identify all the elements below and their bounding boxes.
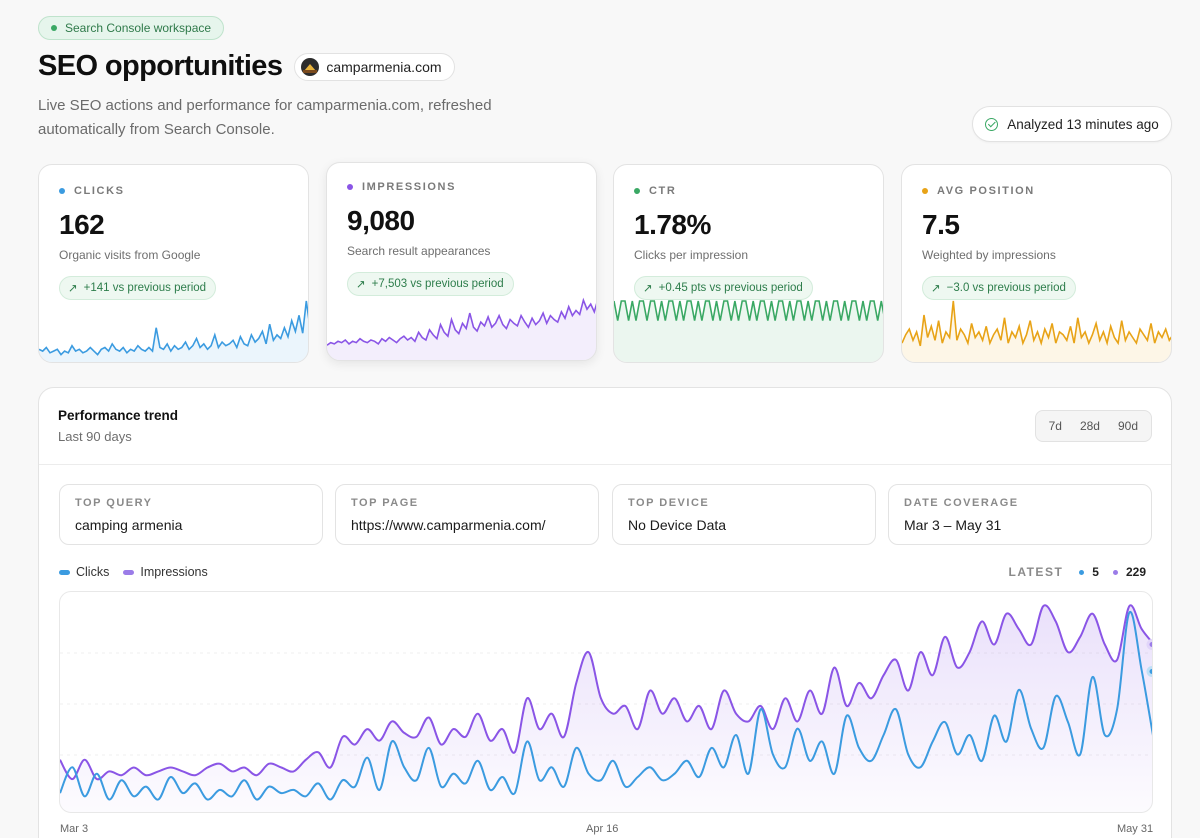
impressions-sparkline: [327, 297, 596, 360]
clicks-line: [60, 611, 1152, 801]
metric-card-avg-position[interactable]: AVG POSITION 7.5 Weighted by impressions…: [901, 164, 1172, 363]
trend-up-icon: ↗: [356, 279, 366, 291]
stat-top-device: TOP DEVICE No Device Data: [612, 484, 876, 545]
impressions-latest-point: [1146, 638, 1152, 650]
metric-description: Clicks per impression: [634, 248, 749, 262]
metric-delta: ↗ +141 vs previous period: [59, 276, 217, 300]
stat-value: Mar 3 – May 31: [904, 517, 1002, 533]
panel-subtitle: Last 90 days: [58, 429, 132, 444]
sparkline-line: [327, 297, 596, 346]
analyzed-label: Analyzed 13 minutes ago: [1007, 116, 1159, 132]
metric-label: CTR: [634, 185, 676, 197]
site-logo-icon: [301, 57, 320, 76]
clicks-latest-point: [1146, 665, 1152, 677]
metric-dot-icon: [59, 188, 65, 194]
latest-values: LATEST 5 229: [1009, 565, 1153, 579]
range-28d-button[interactable]: 28d: [1079, 419, 1100, 433]
stat-value: No Device Data: [628, 517, 727, 533]
metric-value: 9,080: [347, 205, 415, 236]
divider: [39, 464, 1171, 465]
metric-delta: ↗ +0.45 pts vs previous period: [634, 276, 813, 300]
performance-panel: Performance trend Last 90 days 7d 28d 90…: [38, 387, 1172, 838]
domain-chip[interactable]: camparmenia.com: [294, 52, 455, 81]
clicks-sparkline: [39, 300, 308, 362]
status-dot-icon: [51, 25, 57, 31]
check-circle-icon: [985, 117, 999, 131]
trend-up-icon: ↗: [643, 283, 653, 295]
legend-swatch-icon: [123, 569, 135, 575]
metric-label: IMPRESSIONS: [347, 181, 456, 193]
x-tick-end: May 31: [1117, 823, 1154, 835]
x-tick-mid: Apr 16: [586, 823, 619, 835]
metric-dot-icon: [634, 188, 640, 194]
stat-key: TOP PAGE: [351, 497, 419, 509]
stat-value: camping armenia: [75, 517, 183, 533]
metric-value: 1.78%: [634, 209, 711, 240]
sparkline-line: [614, 300, 883, 321]
stat-date-coverage: DATE COVERAGE Mar 3 – May 31: [888, 484, 1152, 545]
metric-delta: ↗ +7,503 vs previous period: [347, 272, 514, 296]
title-row: SEO opportunities camparmenia.com: [38, 50, 455, 83]
domain-label: camparmenia.com: [326, 58, 442, 75]
latest-clicks: 5: [1092, 565, 1099, 579]
stat-top-page: TOP PAGE https://www.camparmenia.com/: [335, 484, 599, 545]
metric-value: 162: [59, 209, 105, 240]
metric-delta: ↗ −3.0 vs previous period: [922, 276, 1076, 300]
page-title: SEO opportunities: [38, 50, 283, 82]
page-subtitle: Live SEO actions and performance for cam…: [38, 97, 492, 138]
sparkline-area: [902, 301, 1171, 362]
sparkline-area: [39, 301, 308, 362]
metric-value: 7.5: [922, 209, 960, 240]
metric-dot-icon: [922, 188, 928, 194]
x-tick-start: Mar 3: [60, 823, 89, 835]
range-90d-button[interactable]: 90d: [1117, 419, 1138, 433]
sparkline-area: [327, 300, 596, 360]
trend-chart[interactable]: [59, 591, 1153, 813]
stat-value: https://www.camparmenia.com/: [351, 517, 546, 533]
analyzed-status[interactable]: Analyzed 13 minutes ago: [972, 106, 1172, 142]
trend-up-icon: ↗: [931, 283, 941, 295]
metric-label: AVG POSITION: [922, 185, 1035, 197]
latest-impressions: 229: [1125, 565, 1146, 579]
chart-legend: Clicks Impressions: [59, 565, 208, 579]
latest-label: LATEST: [1008, 565, 1064, 579]
metric-dot-icon: [347, 184, 353, 190]
range-selector: 7d 28d 90d: [1034, 410, 1152, 442]
sparkline-area: [614, 301, 883, 362]
metric-label: CLICKS: [59, 185, 125, 197]
stat-key: TOP QUERY: [75, 497, 153, 509]
legend-swatch-icon: [59, 569, 70, 575]
panel-title: Performance trend: [58, 408, 179, 423]
stat-top-query: TOP QUERY camping armenia: [59, 484, 323, 545]
avg-position-sparkline: [902, 300, 1171, 362]
workspace-label: Search Console workspace: [65, 21, 212, 35]
workspace-pill: Search Console workspace: [38, 16, 225, 40]
metric-card-clicks[interactable]: CLICKS 162 Organic visits from Google ↗ +…: [38, 164, 309, 363]
ctr-sparkline: [614, 300, 883, 362]
trend-up-icon: ↗: [68, 283, 78, 295]
metric-description: Search result appearances: [347, 244, 491, 258]
metric-card-impressions[interactable]: IMPRESSIONS 9,080 Search result appearan…: [326, 162, 597, 361]
stat-key: TOP DEVICE: [628, 497, 710, 509]
metric-description: Weighted by impressions: [922, 248, 1056, 262]
latest-dot-icon: [1112, 569, 1118, 575]
range-7d-button[interactable]: 7d: [1048, 419, 1062, 433]
sparkline-line: [39, 300, 308, 356]
metric-description: Organic visits from Google: [59, 248, 201, 262]
metric-card-ctr[interactable]: CTR 1.78% Clicks per impression ↗ +0.45 p…: [613, 164, 884, 363]
legend-impressions[interactable]: Impressions: [123, 565, 208, 579]
impressions-line: [60, 604, 1152, 781]
latest-dot-icon: [1079, 569, 1085, 575]
trend-chart-svg: [60, 604, 1152, 812]
stat-key: DATE COVERAGE: [904, 497, 1019, 509]
sparkline-line: [902, 300, 1171, 347]
legend-clicks[interactable]: Clicks: [59, 565, 109, 579]
